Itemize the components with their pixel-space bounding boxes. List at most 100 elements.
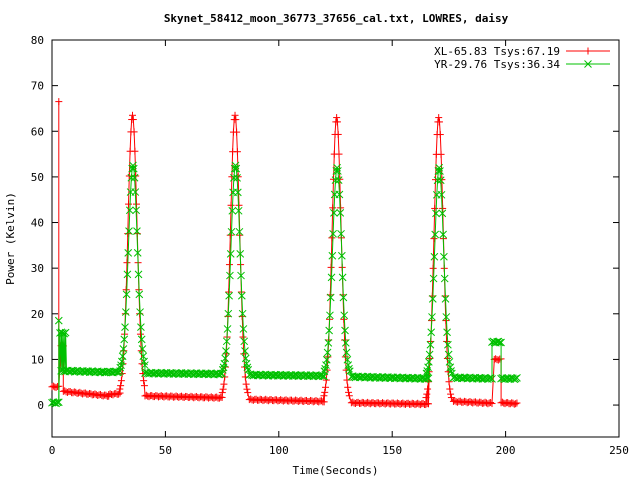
data-point [320, 392, 328, 400]
data-point [237, 271, 245, 280]
marker-d2 [240, 337, 249, 346]
marker-d2 [291, 371, 300, 379]
data-point [424, 358, 433, 366]
data-point [218, 366, 227, 374]
marker-d2 [129, 164, 138, 173]
data-point [487, 399, 495, 407]
data-point [218, 389, 226, 397]
x-tick-label: 250 [609, 444, 629, 457]
data-point [340, 315, 348, 323]
marker-d2 [61, 328, 70, 337]
data-point [236, 250, 245, 258]
y-tick-label: 30 [31, 262, 44, 275]
marker-d2 [133, 249, 142, 257]
marker-d2 [325, 326, 334, 335]
marker-d2 [244, 366, 253, 374]
data-point [242, 380, 250, 388]
data-point [121, 308, 130, 316]
legend-label: XL-65.83 Tsys:67.19 [434, 45, 560, 58]
marker-d2 [428, 295, 437, 303]
data-point [437, 190, 446, 199]
data-point [325, 326, 334, 335]
data-point [243, 385, 251, 393]
marker-d2 [295, 371, 304, 380]
marker-d2 [447, 367, 455, 375]
y-tick-label: 70 [31, 80, 44, 93]
data-point [430, 252, 439, 261]
marker-d2 [493, 337, 502, 346]
data-point [220, 380, 228, 388]
marker-d2 [373, 372, 381, 381]
data-point [128, 164, 137, 173]
marker-d2 [161, 369, 170, 377]
y-tick-label: 60 [31, 125, 44, 138]
data-point [328, 251, 337, 260]
marker-d2 [110, 367, 119, 376]
marker-d2 [228, 206, 237, 215]
marker-d2 [58, 329, 67, 337]
marker-d2 [341, 338, 350, 347]
data-point [58, 329, 67, 337]
x-axis-label: Time(Seconds) [292, 464, 378, 477]
data-point [428, 295, 437, 303]
marker-d2 [130, 173, 139, 182]
data-point [116, 389, 124, 397]
marker-d2 [225, 291, 233, 300]
marker-d2 [218, 366, 227, 374]
data-point [131, 188, 140, 196]
y-tick-label: 40 [31, 217, 44, 230]
marker-d2 [220, 359, 229, 368]
marker-d2 [470, 374, 478, 382]
data-point [119, 345, 128, 353]
data-point [219, 385, 227, 393]
marker-d2 [324, 338, 333, 347]
data-point [431, 230, 440, 239]
marker-d2 [475, 373, 484, 382]
marker-d2 [331, 176, 340, 184]
legend-label: YR-29.76 Tsys:36.34 [434, 58, 560, 71]
data-point [244, 389, 252, 397]
marker-d2 [151, 368, 160, 377]
marker-d2 [513, 374, 521, 382]
data-point [225, 261, 233, 269]
data-point [321, 388, 329, 396]
marker-d2 [444, 340, 452, 349]
data-point [240, 337, 249, 346]
data-point [485, 374, 494, 383]
data-point [345, 364, 353, 373]
marker-d2 [140, 357, 148, 366]
data-point [55, 98, 63, 106]
marker-d2 [367, 373, 376, 381]
marker-d2 [146, 368, 155, 377]
marker-d2 [444, 350, 453, 359]
data-point [424, 385, 432, 393]
data-point [320, 367, 329, 376]
marker-d2 [224, 309, 233, 318]
marker-d2 [62, 366, 71, 375]
marker-d2 [121, 323, 129, 331]
marker-d2 [265, 371, 274, 379]
marker-d2 [502, 374, 511, 383]
marker-d2 [226, 271, 234, 280]
series-line [51, 165, 518, 404]
x-tick-label: 150 [382, 444, 402, 457]
data-point [137, 335, 146, 344]
marker-d2 [440, 252, 448, 261]
legend-marker [584, 47, 592, 55]
data-point [327, 273, 336, 282]
marker-d2 [237, 291, 246, 300]
marker-d2 [221, 354, 230, 363]
data-point [234, 188, 242, 197]
data-point [127, 173, 136, 182]
marker-d2 [128, 164, 137, 173]
data-point [121, 323, 129, 331]
marker-d2 [138, 345, 147, 353]
marker-d2 [127, 173, 136, 182]
data-point [54, 316, 63, 325]
data-point [425, 350, 434, 359]
data-point [438, 209, 447, 218]
data-point [335, 150, 343, 158]
data-point [330, 209, 338, 217]
data-point [140, 382, 148, 390]
